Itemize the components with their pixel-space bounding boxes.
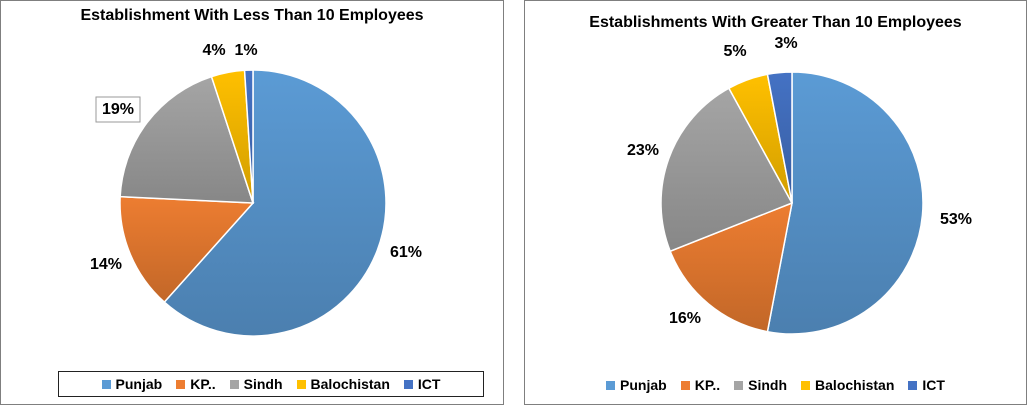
legend-item-kp: KP.. [680,377,721,393]
legend-swatch-sindh [229,379,239,389]
pie-slice-punjab [766,71,924,335]
data-label-sindh: 23% [627,142,659,159]
data-label-punjab: 53% [940,211,972,228]
data-label-ict: 1% [234,42,257,59]
chart-title-right: Establishments With Greater Than 10 Empl… [589,14,962,31]
legend-item-kp: KP.. [176,376,216,392]
legend-swatch-punjab [101,379,111,389]
legend-label-balochistan: Balochistan [815,377,895,393]
legend-swatch-balochistan [801,380,811,390]
chart-panel-right: Establishments With Greater Than 10 Empl… [524,0,1027,405]
data-label-balochistan: 4% [202,42,225,59]
pie-slice-punjab [163,69,387,337]
legend-item-ict: ICT [908,377,945,393]
legend-swatch-ict [908,380,918,390]
pie-slice-sindh [660,87,794,253]
legend-label-kp: KP.. [190,376,216,392]
legend-swatch-kp [680,380,690,390]
legend-label-balochistan: Balochistan [310,376,390,392]
legend-swatch-ict [403,379,413,389]
pie-slice-kp [669,201,793,333]
legend-right: Punjab KP.. Sindh Balochistan ICT [525,373,1026,397]
legend-label-sindh: Sindh [243,376,283,392]
data-label-box [95,96,141,123]
legend-swatch-balochistan [296,379,306,389]
legend-item-balochistan: Balochistan [801,377,894,393]
pie-slice-ict [243,69,254,204]
legend-item-ict: ICT [403,376,441,392]
legend-swatch-sindh [734,380,744,390]
legend-swatch-punjab [606,380,616,390]
pie-slice-sindh [119,75,255,204]
legend-label-ict: ICT [417,376,441,392]
chart-title-left: Establishment With Less Than 10 Employee… [80,7,424,24]
data-label-sindh: 19% [102,101,134,118]
pie-slice-kp [119,195,255,304]
chart-panel-left: Establishment With Less Than 10 Employee… [0,0,504,405]
legend-label-punjab: Punjab [115,376,163,392]
legend-item-punjab: Punjab [101,376,163,392]
legend-item-balochistan: Balochistan [296,376,390,392]
legend-label-ict: ICT [922,377,945,393]
legend-label-sindh: Sindh [748,377,788,393]
pie-slice-ict [766,71,793,204]
legend-label-kp: KP.. [694,377,721,393]
legend-left: Punjab KP.. Sindh Balochistan ICT [58,371,484,397]
data-label-kp: 16% [669,310,701,327]
legend-item-sindh: Sindh [734,377,787,393]
pie-chart-right: 53% 16% 23% 5% 3% [627,35,972,335]
data-label-kp: 14% [90,256,122,273]
legend-label-punjab: Punjab [620,377,667,393]
legend-swatch-kp [176,379,186,389]
legend-item-sindh: Sindh [229,376,283,392]
pie-chart-left: 61% 14% 19% 4% 1% [90,42,422,337]
data-label-balochistan: 5% [723,43,746,60]
legend-item-punjab: Punjab [606,377,667,393]
data-label-ict: 3% [774,35,797,52]
data-label-punjab: 61% [390,244,422,261]
